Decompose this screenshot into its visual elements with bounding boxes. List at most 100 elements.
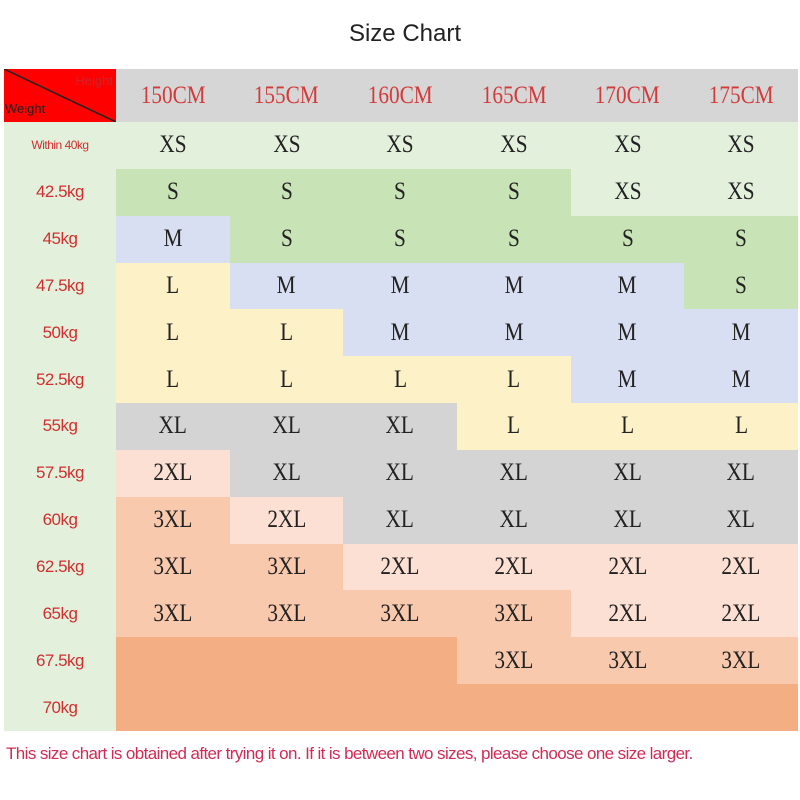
size-cell: 3XL (229, 590, 344, 638)
size-cell: XS (229, 122, 344, 169)
size-cell: 3XL (343, 590, 457, 638)
size-value: M (390, 271, 410, 299)
size-value: XL (385, 506, 415, 534)
size-cell: XL (343, 403, 457, 450)
height-axis-label: Height (75, 73, 113, 88)
height-header-label: 170CM (595, 81, 660, 110)
size-value: XL (385, 459, 415, 487)
size-value: 2XL (608, 553, 647, 581)
size-value: M (390, 318, 410, 346)
size-value: L (166, 365, 180, 393)
size-cell: M (343, 309, 457, 357)
size-cell (116, 684, 230, 731)
size-cell: M (229, 262, 344, 310)
size-cell: 3XL (456, 590, 571, 638)
size-value: 3XL (267, 599, 306, 627)
height-header-label: 160CM (367, 81, 433, 110)
size-cell: XL (456, 449, 571, 497)
size-cell: XS (684, 168, 798, 216)
size-value: L (734, 412, 748, 440)
size-value: XL (499, 459, 528, 487)
size-cell: L (116, 356, 230, 404)
size-value: 2XL (380, 553, 420, 581)
size-cell: 2XL (570, 543, 685, 591)
height-header-label: 150CM (140, 81, 206, 110)
size-cell: S (343, 215, 457, 263)
size-value: L (166, 271, 180, 299)
size-cell: L (456, 356, 571, 404)
size-cell (116, 637, 230, 685)
size-cell (570, 684, 685, 731)
size-value: XS (613, 131, 642, 159)
size-value: XS (727, 178, 755, 206)
size-cell: 2XL (570, 590, 685, 638)
corner-header: Height Weight (4, 69, 116, 122)
size-cell: 2XL (343, 543, 457, 591)
size-value: XS (613, 178, 642, 206)
size-cell (456, 684, 571, 731)
size-value: XL (499, 506, 528, 534)
size-cell: L (343, 356, 457, 404)
weight-label: 50kg (42, 322, 78, 342)
size-cell: L (570, 403, 685, 450)
size-value: 3XL (153, 553, 193, 581)
size-value: 3XL (153, 506, 193, 534)
size-value: XL (158, 412, 187, 440)
size-cell: XL (229, 403, 344, 450)
size-cell: M (116, 215, 230, 263)
size-cell: XL (684, 449, 798, 497)
size-value: L (393, 365, 407, 393)
weight-label: 60kg (42, 510, 78, 530)
size-cell: XL (229, 449, 344, 497)
size-value: XL (726, 459, 756, 487)
size-cell: 3XL (684, 637, 798, 685)
weight-label: 52.5kg (35, 369, 85, 389)
size-cell: S (684, 215, 798, 263)
size-cell: XS (684, 122, 798, 169)
size-cell: S (229, 215, 344, 263)
size-cell: S (570, 215, 685, 263)
weight-label: 55kg (42, 416, 78, 436)
size-value: 3XL (494, 646, 534, 674)
size-cell: XS (456, 122, 571, 169)
size-cell: XL (343, 449, 457, 497)
size-cell: XL (684, 496, 798, 544)
size-value: M (277, 271, 296, 299)
size-cell: 2XL (229, 496, 344, 544)
chart-title: Size Chart (348, 20, 462, 47)
size-table: Height Weight 150CM 155CM 160CM 165CM 170CM 1… (4, 69, 798, 731)
size-cell (343, 684, 457, 731)
weight-label: 42.5kg (35, 182, 85, 202)
size-value: 3XL (721, 646, 761, 674)
size-cell: M (684, 309, 798, 357)
size-cell: S (684, 262, 798, 310)
size-value: M (504, 318, 524, 346)
size-value: 3XL (494, 599, 534, 627)
weight-label: 57.5kg (35, 463, 85, 483)
size-cell: XL (570, 496, 685, 544)
weight-label: 70kg (42, 697, 78, 717)
size-cell: L (229, 356, 344, 404)
height-header-label: 165CM (481, 81, 547, 110)
size-value: M (504, 271, 524, 299)
size-value: S (394, 225, 407, 253)
size-cell: S (456, 215, 571, 263)
size-value: M (731, 318, 751, 346)
height-header: 160CM (343, 69, 457, 122)
size-value: S (507, 178, 520, 206)
size-cell (343, 637, 457, 685)
size-cell: 3XL (229, 543, 344, 591)
size-cell: S (229, 168, 344, 216)
size-cell (684, 684, 798, 731)
size-cell: L (116, 309, 230, 357)
weight-axis-label: Weight (5, 101, 46, 116)
size-value: M (618, 365, 637, 393)
size-value: 3XL (153, 599, 193, 627)
size-cell: XL (116, 403, 230, 450)
size-value: S (507, 225, 520, 253)
size-value: XS (727, 131, 755, 159)
height-header: 170CM (570, 69, 685, 122)
size-value: S (280, 225, 293, 253)
size-value: 3XL (608, 646, 647, 674)
size-value: S (735, 271, 748, 299)
